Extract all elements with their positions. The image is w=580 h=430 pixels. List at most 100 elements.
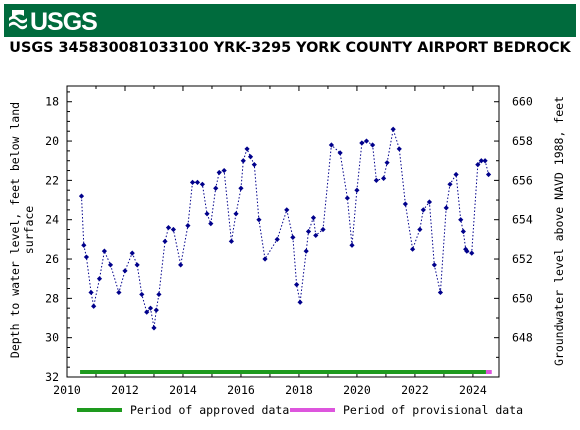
x-tick-label: 2020 — [343, 383, 371, 397]
data-point — [369, 142, 376, 148]
data-point — [447, 181, 453, 187]
data-point — [363, 138, 370, 144]
data-point — [116, 289, 122, 296]
data-point — [134, 262, 140, 268]
data-point — [284, 207, 290, 213]
data-point — [91, 303, 97, 309]
x-axis: 2010 2012 2014 2016 2018 2020 2022 2024 — [53, 86, 487, 397]
y-tick-label: 24 — [45, 213, 59, 227]
data-point — [147, 305, 154, 311]
data-point — [165, 224, 172, 231]
data-point — [396, 146, 402, 152]
data-point — [320, 226, 326, 233]
series-line — [81, 129, 490, 328]
y-axis-left: 18 20 22 24 26 28 30 32 — [45, 91, 72, 384]
data-point — [297, 299, 303, 305]
data-point — [420, 207, 426, 213]
usgs-wave-icon — [9, 10, 27, 30]
data-point — [194, 179, 201, 185]
plot-frame — [66, 85, 500, 378]
y-tick-label: 20 — [45, 134, 59, 148]
data-point — [417, 226, 423, 233]
period-bar — [80, 370, 486, 374]
data-point — [251, 162, 257, 168]
period-bars — [80, 370, 492, 374]
data-point — [240, 158, 246, 164]
x-tick-label: 2022 — [401, 383, 429, 397]
y-tick-label: 26 — [45, 252, 59, 266]
usgs-header-banner: USGS — [4, 4, 576, 37]
data-point — [156, 291, 162, 298]
data-point — [144, 309, 150, 315]
data-point — [402, 201, 408, 207]
data-point — [151, 325, 157, 331]
data-point — [139, 291, 145, 298]
data-point — [464, 248, 470, 254]
data-point — [359, 140, 365, 146]
usgs-logo[interactable]: USGS — [6, 4, 116, 37]
data-point — [170, 226, 177, 233]
series-points — [78, 126, 492, 331]
y2-axis-label: Groundwater level above NAVD 1988, feet — [552, 96, 566, 366]
data-point — [349, 242, 355, 248]
data-point — [107, 262, 114, 268]
data-point — [485, 171, 492, 178]
chart-title: USGS 345830081033100 YRK-3295 YORK COUNT… — [9, 40, 571, 56]
data-point — [88, 289, 94, 296]
data-point — [274, 236, 280, 242]
y-tick-label: 18 — [45, 95, 59, 109]
data-point — [294, 281, 300, 288]
data-point — [290, 234, 296, 240]
data-point — [247, 154, 254, 160]
data-point — [129, 250, 135, 256]
data-point — [153, 307, 159, 313]
y2-tick-label: 654 — [512, 213, 533, 227]
y-axis-right: 648 650 652 654 656 658 660 — [494, 95, 533, 358]
data-point — [453, 171, 459, 178]
legend: Period of approved data Period of provis… — [77, 403, 523, 417]
data-point — [189, 179, 196, 185]
data-point — [238, 185, 244, 191]
y-tick-label: 28 — [45, 291, 59, 305]
data-point — [431, 262, 437, 268]
y-tick-label: 22 — [45, 173, 59, 187]
x-tick-label: 2010 — [53, 383, 81, 397]
data-point — [178, 262, 184, 268]
data-point — [96, 276, 103, 282]
y2-tick-label: 652 — [512, 252, 533, 266]
data-point — [213, 185, 219, 191]
data-point — [478, 158, 484, 164]
data-point — [344, 195, 350, 201]
data-point — [426, 199, 433, 205]
x-tick-label: 2014 — [169, 383, 197, 397]
x-tick-label: 2016 — [227, 383, 255, 397]
data-point — [384, 160, 390, 166]
y2-tick-label: 656 — [512, 173, 533, 187]
y-tick-label: 32 — [45, 370, 59, 384]
data-point — [460, 228, 466, 235]
data-point — [337, 150, 343, 156]
data-point — [78, 193, 85, 199]
data-point — [83, 254, 90, 260]
data-point — [303, 248, 309, 254]
y2-tick-label: 648 — [512, 331, 533, 345]
y2-tick-label: 650 — [512, 291, 533, 305]
x-tick-label: 2012 — [111, 383, 139, 397]
data-point — [469, 250, 475, 256]
data-point — [381, 175, 387, 182]
data-point — [443, 205, 449, 211]
x-tick-label: 2024 — [459, 383, 487, 397]
data-point — [458, 217, 464, 223]
data-point — [228, 238, 234, 244]
legend-label-approved: Period of approved data — [130, 403, 289, 417]
y2-tick-label: 658 — [512, 134, 533, 148]
data-point — [122, 268, 128, 274]
y-tick-label: 30 — [45, 331, 59, 345]
y-axis-label-line2: surface — [22, 206, 36, 255]
data-point — [221, 167, 227, 174]
x-tick-label: 2018 — [285, 383, 313, 397]
data-point — [373, 177, 379, 183]
data-point — [482, 158, 488, 164]
data-point — [390, 126, 396, 132]
